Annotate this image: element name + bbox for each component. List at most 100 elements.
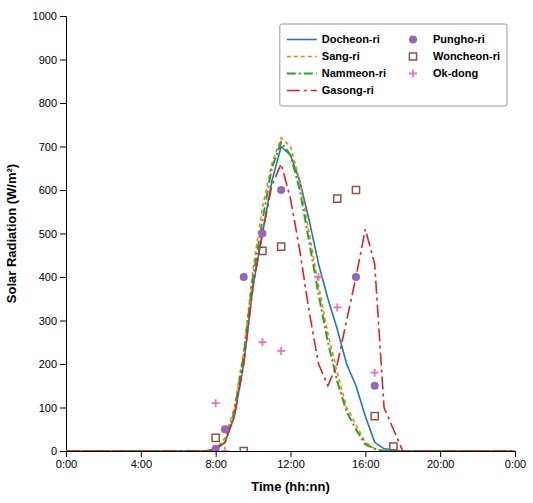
legend-entry: Pungho-ri [409,33,485,45]
y-tick-mark [60,277,66,278]
scatter-series [212,186,397,451]
line [66,138,515,451]
x-tick-label: 0:00 [505,458,526,470]
legend-label: Docheon-ri [322,33,380,45]
line [66,147,515,452]
x-tick: 8:00 [205,451,226,470]
x-axis-title: Time (hh:nn) [251,479,329,494]
scatter-point [352,186,359,193]
marks [66,138,515,451]
x-tick-mark [141,451,142,457]
legend-label: Woncheon-ri [433,50,500,62]
legend-label: Sang-ri [322,50,360,62]
x-tick-mark [440,451,441,457]
legend-box [280,24,507,106]
y-tick-label: 600 [39,184,57,196]
y-tick-label: 100 [39,402,57,414]
legend-marker [409,53,416,60]
scatter-point [334,195,341,202]
x-tick-label: 12:00 [277,458,305,470]
x-tick: 12:00 [277,451,305,470]
legend-entry: Gasong-ri [287,84,374,96]
legend-label: Ok-dong [433,67,478,79]
legend-marker [409,35,417,43]
scatter-point [352,273,360,281]
x-tick: 0:00 [56,451,77,470]
x-tick: 20:00 [427,451,455,470]
y-tick-label: 200 [39,358,57,370]
x-axis: 0:00 4:00 8:00 12:00 16:00 20:00 0:00 [56,451,526,470]
x-tick-mark [291,451,292,457]
legend-label: Gasong-ri [322,84,374,96]
y-tick: 0 [51,445,66,457]
scatter-point [240,273,248,281]
y-tick-mark [60,147,66,148]
scatter-point [258,229,266,237]
x-tick-label: 20:00 [427,458,455,470]
legend-line [287,73,317,75]
legend-marker [409,70,417,78]
y-tick-label: 700 [39,141,57,153]
legend-line [287,39,317,41]
line [66,142,515,451]
scatter-series [212,273,379,451]
x-tick-label: 4:00 [131,458,152,470]
legend-entry: Nammeon-ri [287,67,386,79]
x-tick-label: 16:00 [352,458,380,470]
x-tick: 16:00 [352,451,380,470]
scatter-point [315,273,323,281]
y-tick-mark [60,408,66,409]
legend-entry: Woncheon-ri [409,50,500,62]
y-axis-title: Solar Radiation (W/m²) [4,164,19,303]
scatter-point [371,382,379,390]
y-tick-label: 0 [51,445,57,457]
y-tick-mark [60,16,66,17]
y-tick: 900 [39,54,66,66]
y-tick: 700 [39,141,66,153]
legend: Docheon-ri Sang-ri Nammeon-ri Gasong-ri Pung… [280,24,507,106]
scatter-point [278,243,285,250]
legend-label: Pungho-ri [433,33,485,45]
y-tick-mark [60,321,66,322]
x-tick: 4:00 [131,451,152,470]
y-axis-line [60,17,67,452]
chart: 0:004:008:0012:0016:0020:000:00010020030… [0,0,533,503]
y-tick-label: 500 [39,228,57,240]
plot: 0:004:008:0012:0016:0020:000:00010020030… [33,10,527,470]
x-tick-label: 0:00 [56,458,77,470]
y-tick: 600 [39,184,66,196]
y-tick-label: 1000 [33,10,57,22]
y-tick: 200 [39,358,66,370]
scatter-point [371,369,379,377]
y-tick: 800 [39,97,66,109]
x-tick-mark [365,451,366,457]
y-tick-label: 800 [39,97,57,109]
scatter-point [212,434,219,441]
scatter-point [259,247,266,254]
y-tick: 400 [39,271,66,283]
legend-line [287,90,317,92]
scatter-point [390,443,397,450]
x-axis-line [67,452,516,458]
y-tick-mark [60,103,66,104]
x-tick-mark [515,451,516,457]
y-tick: 300 [39,315,66,327]
scatter-point [277,186,285,194]
scatter-point [371,413,378,420]
scatter-point [258,338,266,346]
y-axis: 0 100 200 300 400 500 600 700 800 900 1000 [33,10,67,457]
scatter-point [333,303,341,311]
scatter-point [212,399,220,407]
legend-entry: Docheon-ri [287,33,380,45]
x-tick-label: 8:00 [205,458,226,470]
scatter-point [221,447,229,451]
legend-entry: Sang-ri [287,50,360,62]
legend-entry: Ok-dong [409,67,478,79]
scatter-point [277,347,285,355]
y-tick: 1000 [33,10,66,22]
y-tick-label: 300 [39,315,57,327]
scatter-point [221,425,229,433]
y-tick-label: 400 [39,271,57,283]
x-tick: 0:00 [505,451,526,470]
legend-label: Nammeon-ri [322,67,386,79]
